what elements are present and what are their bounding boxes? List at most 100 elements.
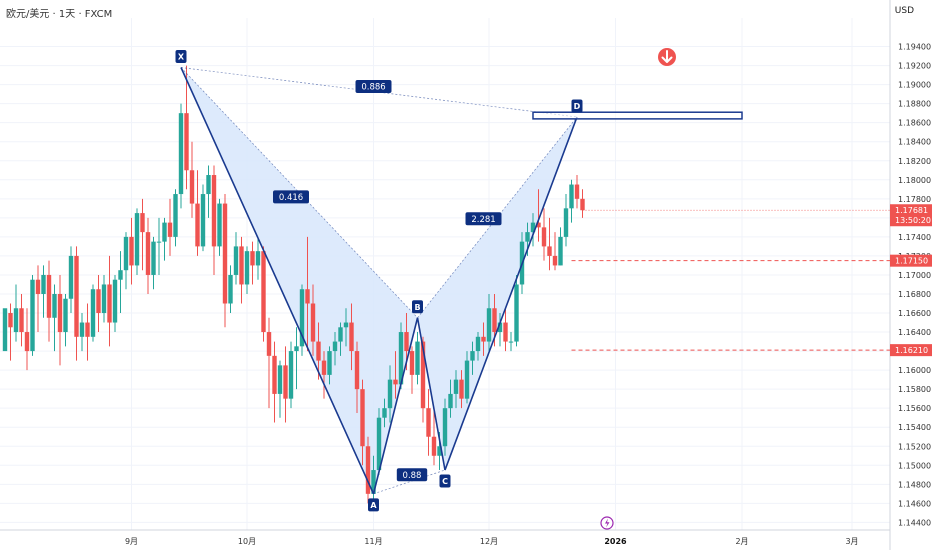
time-tick-label: 11月 (364, 537, 382, 546)
candle-body (404, 332, 409, 352)
candle-body (211, 175, 217, 247)
price-tick-label: 1.14400 (898, 518, 931, 527)
price-tick-label: 1.14600 (898, 499, 931, 508)
pattern-leg-cd[interactable] (444, 116, 578, 471)
price-tick-label: 1.16600 (898, 309, 931, 318)
arrow-down-glyph (661, 50, 673, 63)
candle-body (442, 408, 448, 447)
candle-body (470, 351, 475, 361)
candle-body (448, 393, 453, 409)
price-tick-label: 1.18800 (898, 100, 931, 109)
candle-body (316, 341, 321, 361)
candle-body (41, 274, 46, 294)
price-tick-label: 1.18000 (898, 176, 931, 185)
candle-body (206, 175, 211, 195)
time-tick-label: 2026 (604, 537, 627, 546)
price-tick-label: 1.15000 (898, 461, 931, 470)
price-tick-label: 1.15200 (898, 442, 931, 451)
level-price-tag[interactable] (890, 344, 932, 357)
candle-body (349, 322, 354, 352)
candle-body (525, 232, 530, 242)
candle-body (57, 293, 63, 333)
price-tick-label: 1.19000 (898, 81, 931, 90)
candle-body (118, 270, 123, 280)
ratio-label: 2.281 (471, 215, 495, 225)
pattern-diagonal-xd (180, 67, 578, 118)
pattern-leg-ab[interactable] (372, 317, 419, 495)
candle-body (151, 241, 156, 275)
current-price-tag[interactable] (890, 204, 932, 227)
candle-body (277, 365, 283, 394)
price-tick-label: 1.14800 (898, 480, 931, 489)
point-label-box-x (175, 49, 187, 63)
point-label-box-c (439, 474, 451, 488)
price-tick-label: 1.17000 (898, 271, 931, 280)
candle-body (19, 308, 24, 333)
point-label-x: X (178, 52, 185, 61)
symbol-title[interactable]: 欧元/美元 · 1天 · FXCM (6, 9, 113, 20)
price-tick-label: 1.16000 (898, 366, 931, 375)
candle-body (85, 322, 90, 337)
candle-body (547, 246, 552, 256)
candle-body (239, 246, 244, 285)
price-tick-label: 1.19200 (898, 62, 931, 71)
candle-body (96, 289, 101, 314)
candle-body (431, 436, 437, 456)
candle-body (453, 379, 459, 394)
candle-body (327, 351, 332, 375)
candle-body (228, 274, 233, 304)
candle-body (129, 236, 134, 266)
candle-body (409, 351, 415, 375)
time-tick-label: 2月 (735, 537, 748, 546)
candle-body (530, 222, 536, 233)
candle-body (420, 341, 426, 409)
point-label-d: D (574, 102, 581, 111)
candle-body (250, 251, 255, 266)
candle-body (497, 322, 503, 333)
candle-body (30, 279, 35, 352)
bar-countdown-label: 13:50:20 (895, 216, 931, 225)
level-price-tag[interactable] (890, 254, 932, 267)
candle-body (200, 194, 206, 247)
candle-body (503, 322, 508, 342)
candle-body (437, 446, 442, 456)
candle-body (343, 322, 349, 328)
point-label-c: C (442, 477, 448, 486)
candle-body (68, 255, 74, 299)
price-tick-label: 1.16400 (898, 328, 931, 337)
price-tick-label: 1.19400 (898, 43, 931, 52)
currency-label: USD (894, 6, 914, 16)
lightning-glyph (605, 518, 610, 528)
candle-body (486, 308, 492, 342)
pattern-leg-bc[interactable] (416, 317, 446, 471)
candle-body (387, 379, 393, 409)
price-tick-label: 1.15600 (898, 404, 931, 413)
candle-body (354, 351, 360, 390)
price-tick-label: 1.18400 (898, 138, 931, 147)
pattern-leg-xa[interactable] (180, 67, 375, 495)
candle-body (52, 293, 57, 318)
candle-body (244, 251, 250, 285)
candle-body (145, 232, 151, 275)
candle-body (574, 184, 580, 199)
candle-body (321, 360, 327, 375)
candle-body (558, 236, 563, 266)
candle-body (415, 341, 420, 375)
candle-body (393, 379, 398, 385)
candle-body (552, 255, 558, 266)
candle-body (107, 284, 112, 323)
price-tick-label: 1.18600 (898, 119, 931, 128)
candle-body (288, 351, 294, 399)
candle-body (382, 408, 387, 418)
candle-body (294, 346, 299, 352)
candle-body (305, 289, 310, 304)
candle-body (178, 113, 184, 195)
price-tick-label: 1.18200 (898, 157, 931, 166)
ratio-label: 0.416 (279, 193, 303, 203)
ratio-label-box (355, 80, 392, 94)
candle-body (2, 308, 8, 352)
candle-body (459, 379, 464, 399)
reversal-zone-box[interactable] (532, 111, 743, 120)
